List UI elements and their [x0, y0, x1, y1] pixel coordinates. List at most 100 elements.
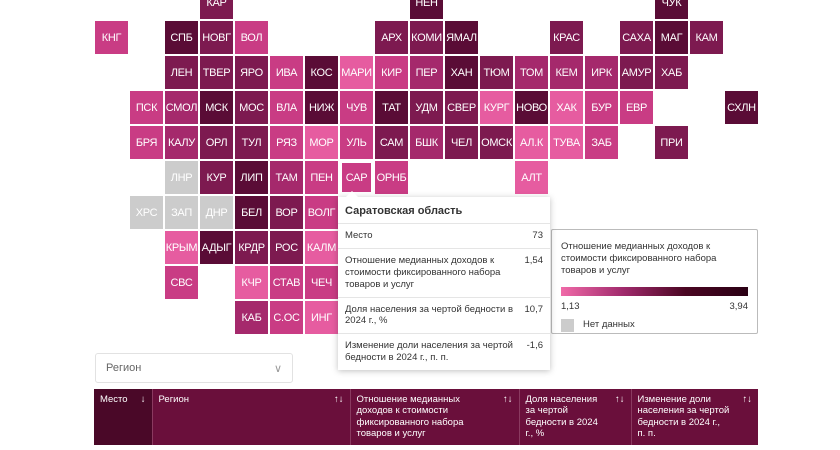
region-tile[interactable]: ЛИП: [235, 161, 268, 194]
region-tile[interactable]: ХАБ: [655, 56, 688, 89]
region-tile[interactable]: САМ: [375, 126, 408, 159]
sort-icon[interactable]: ↑↓: [334, 394, 344, 405]
region-tile[interactable]: ВОР: [270, 196, 303, 229]
region-tile[interactable]: ОМСК: [480, 126, 513, 159]
region-tile[interactable]: БРЯ: [130, 126, 163, 159]
region-tile[interactable]: МАГ: [655, 21, 688, 54]
tooltip-label: Отношение медианных доходов к стоимости …: [345, 254, 501, 290]
region-tile[interactable]: КАЛУ: [165, 126, 198, 159]
sort-icon[interactable]: ↑↓: [742, 394, 753, 405]
region-tile[interactable]: СТАВ: [270, 266, 303, 299]
region-tile[interactable]: ИНГ: [305, 301, 338, 334]
region-tile[interactable]: МОР: [305, 126, 338, 159]
region-tile[interactable]: ЗАП: [165, 196, 198, 229]
region-tile[interactable]: КНГ: [95, 21, 128, 54]
region-tile[interactable]: БШК: [410, 126, 443, 159]
region-tile[interactable]: НОВГ: [200, 21, 233, 54]
column-header-rank[interactable]: Место ↓: [94, 389, 152, 445]
region-tile[interactable]: ПЕН: [305, 161, 338, 194]
region-tile[interactable]: КЧР: [235, 266, 268, 299]
region-tile[interactable]: ТЮМ: [480, 56, 513, 89]
region-tile[interactable]: КРДР: [235, 231, 268, 264]
region-tile[interactable]: СПБ: [165, 21, 198, 54]
region-tile[interactable]: ТАМ: [270, 161, 303, 194]
region-tile[interactable]: ТУЛ: [235, 126, 268, 159]
region-tile[interactable]: БЕЛ: [235, 196, 268, 229]
region-tile[interactable]: АЛТ: [515, 161, 548, 194]
column-header-region[interactable]: Регион ↑↓: [151, 389, 350, 445]
region-tile[interactable]: АМУР: [620, 56, 653, 89]
region-tile[interactable]: УДМ: [410, 91, 443, 124]
region-tile[interactable]: ЯРО: [235, 56, 268, 89]
region-tile[interactable]: НИЖ: [305, 91, 338, 124]
region-tile[interactable]: ЛЕН: [165, 56, 198, 89]
region-tile[interactable]: СВЕР: [445, 91, 478, 124]
region-tile[interactable]: АЛ.К: [515, 126, 548, 159]
region-tile[interactable]: КАМ: [690, 21, 723, 54]
region-tile[interactable]: РОС: [270, 231, 303, 264]
region-tile[interactable]: ЧЕЧ: [305, 266, 338, 299]
region-select[interactable]: Регион ∨: [95, 353, 293, 383]
region-tile[interactable]: АДЫГ: [200, 231, 233, 264]
region-tile[interactable]: ВОЛГ: [305, 196, 338, 229]
region-tile[interactable]: САХА: [620, 21, 653, 54]
region-tile[interactable]: ТОМ: [515, 56, 548, 89]
region-tile[interactable]: МСК: [200, 91, 233, 124]
region-tile[interactable]: ВЛА: [270, 91, 303, 124]
region-tile[interactable]: ХРС: [130, 196, 163, 229]
sort-icon[interactable]: ↑↓: [503, 394, 513, 405]
region-tile[interactable]: КРАС: [550, 21, 583, 54]
region-tile[interactable]: ЗАБ: [585, 126, 618, 159]
region-tile[interactable]: ЕВР: [620, 91, 653, 124]
region-tile[interactable]: КОМИ: [410, 21, 443, 54]
region-tile[interactable]: ЧУВ: [340, 91, 373, 124]
region-tile[interactable]: МАРИ: [340, 56, 373, 89]
region-tile[interactable]: ВОЛ: [235, 21, 268, 54]
region-tile[interactable]: СВС: [165, 266, 198, 299]
region-tile[interactable]: СХЛН: [725, 91, 758, 124]
region-tile[interactable]: КУРГ: [480, 91, 513, 124]
region-tile[interactable]: ТВЕР: [200, 56, 233, 89]
region-tile[interactable]: ЧЕЛ: [445, 126, 478, 159]
region-tile[interactable]: КРЫМ: [165, 231, 198, 264]
region-tile[interactable]: ЛНР: [165, 161, 198, 194]
region-tile[interactable]: КАБ: [235, 301, 268, 334]
region-tile[interactable]: КИР: [375, 56, 408, 89]
tooltip-value: 1,54: [524, 254, 544, 266]
region-tile[interactable]: КЕМ: [550, 56, 583, 89]
region-tile[interactable]: КОС: [305, 56, 338, 89]
region-tile[interactable]: БУР: [585, 91, 618, 124]
region-tile[interactable]: НОВО: [515, 91, 548, 124]
region-tile[interactable]: ОРЛ: [200, 126, 233, 159]
region-tile[interactable]: ЯМАЛ: [445, 21, 478, 54]
sort-icon[interactable]: ↓: [140, 394, 146, 405]
region-tile[interactable]: КАР: [200, 0, 233, 19]
region-tile[interactable]: ХАН: [445, 56, 478, 89]
region-tile[interactable]: ТУВА: [550, 126, 583, 159]
sort-icon[interactable]: ↑↓: [615, 394, 625, 405]
region-tile[interactable]: КУР: [200, 161, 233, 194]
region-tooltip: Саратовская область Место 73 Отношение ме…: [338, 191, 550, 370]
region-tile[interactable]: КАЛМ: [305, 231, 338, 264]
region-tile[interactable]: ТАТ: [375, 91, 408, 124]
region-tile[interactable]: СМОЛ: [165, 91, 198, 124]
region-tile[interactable]: МОС: [235, 91, 268, 124]
region-tile[interactable]: ПЕР: [410, 56, 443, 89]
region-tile[interactable]: ДНР: [200, 196, 233, 229]
region-tile[interactable]: ПСК: [130, 91, 163, 124]
region-tile[interactable]: ХАК: [550, 91, 583, 124]
column-header-poverty[interactable]: Доля населения за чертой бедности в 2024…: [518, 389, 631, 445]
region-tile[interactable]: УЛЬ: [340, 126, 373, 159]
region-tile[interactable]: ИВА: [270, 56, 303, 89]
region-tile[interactable]: НЕН: [410, 0, 443, 19]
column-header-ratio[interactable]: Отношение медианных доходов к стоимости …: [349, 389, 519, 445]
region-tile[interactable]: С.ОС: [270, 301, 303, 334]
region-tile[interactable]: ОРНБ: [375, 161, 408, 194]
column-header-change[interactable]: Изменение доли населения за чертой бедно…: [630, 389, 758, 445]
region-tile[interactable]: РЯЗ: [270, 126, 303, 159]
region-tile[interactable]: ЧУК: [655, 0, 688, 19]
region-tile[interactable]: ПРИ: [655, 126, 688, 159]
region-tile[interactable]: АРХ: [375, 21, 408, 54]
region-tile[interactable]: САР: [340, 161, 373, 194]
region-tile[interactable]: ИРК: [585, 56, 618, 89]
